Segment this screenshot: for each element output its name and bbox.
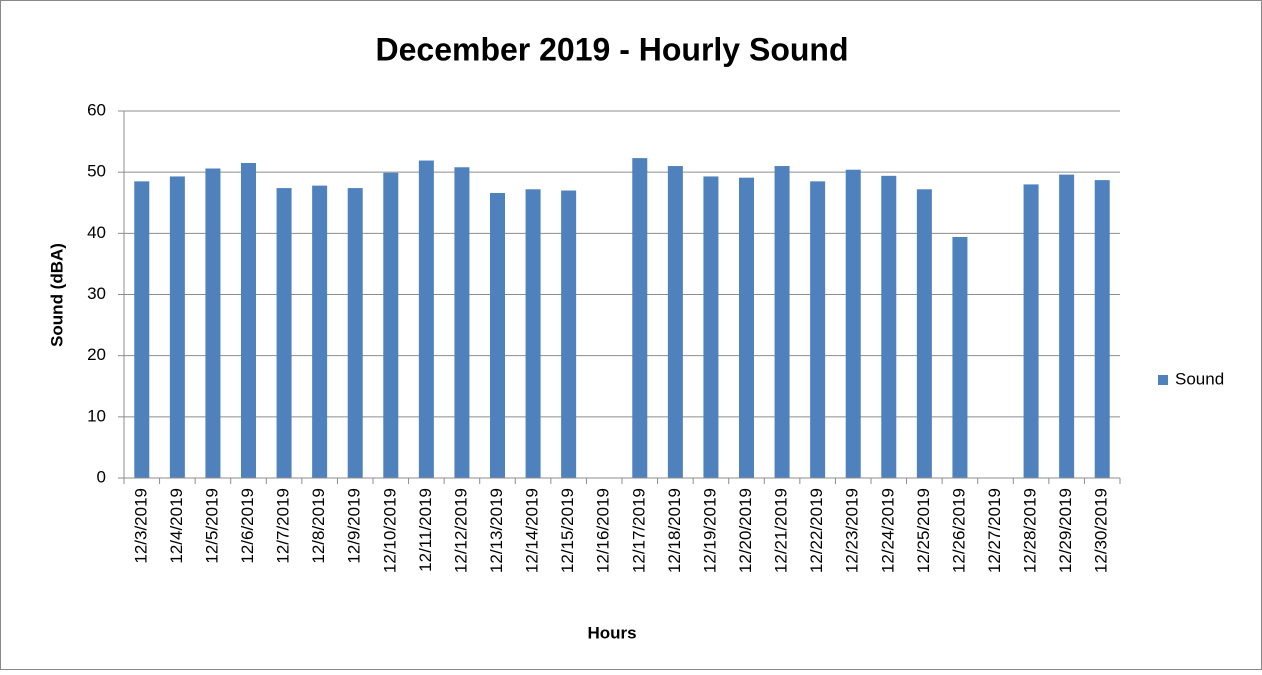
bar <box>632 158 648 478</box>
chart-title: December 2019 - Hourly Sound <box>375 31 848 67</box>
x-tick-label: 12/8/2019 <box>309 488 328 564</box>
bar <box>667 166 683 479</box>
x-tick-label: 12/11/2019 <box>416 488 435 572</box>
bar <box>241 162 256 478</box>
bar <box>205 168 221 478</box>
bar <box>881 175 897 478</box>
y-tick-label: 60 <box>87 100 106 119</box>
bar <box>1023 184 1039 478</box>
bar <box>490 192 505 479</box>
x-tick-label: 12/21/2019 <box>772 488 791 573</box>
x-tick-label: 12/6/2019 <box>238 488 257 564</box>
bar <box>276 188 292 478</box>
y-tick-label: 20 <box>87 345 106 364</box>
bar <box>525 189 541 478</box>
bar <box>703 176 719 478</box>
x-tick-label: 12/4/2019 <box>167 488 186 564</box>
x-tick-label: 12/30/2019 <box>1092 488 1111 573</box>
legend-swatch <box>1158 375 1168 385</box>
bar <box>1094 180 1110 478</box>
x-axis-label: Hours <box>587 623 636 642</box>
bar <box>1059 174 1075 478</box>
x-tick-label: 12/13/2019 <box>487 488 506 573</box>
bar <box>454 167 470 479</box>
x-tick-label: 12/20/2019 <box>736 488 755 573</box>
bar <box>134 181 150 478</box>
legend-label: Sound <box>1175 369 1224 388</box>
x-tick-label: 12/3/2019 <box>131 488 150 564</box>
x-tick-label: 12/25/2019 <box>914 488 933 573</box>
x-tick-label: 12/17/2019 <box>629 488 648 573</box>
bar <box>739 177 754 478</box>
x-tick-label: 12/23/2019 <box>843 488 862 573</box>
y-axis-label: Sound (dBA) <box>47 243 66 347</box>
x-tick-label: 12/18/2019 <box>665 488 684 573</box>
x-tick-label: 12/14/2019 <box>523 488 542 573</box>
x-tick-label: 12/22/2019 <box>807 488 826 573</box>
x-tick-label: 12/16/2019 <box>594 488 613 573</box>
bar <box>383 172 399 479</box>
bar <box>810 181 826 478</box>
x-tick-label: 12/29/2019 <box>1056 488 1075 573</box>
x-tick-label: 12/12/2019 <box>451 488 470 573</box>
bar <box>347 188 363 478</box>
x-tick-label: 12/5/2019 <box>202 488 221 564</box>
x-tick-label: 12/27/2019 <box>985 488 1004 573</box>
y-tick-label: 10 <box>87 406 106 425</box>
x-tick-label: 12/24/2019 <box>878 488 897 573</box>
bar <box>952 237 968 478</box>
x-tick-label: 12/15/2019 <box>558 488 577 573</box>
bar <box>169 176 185 478</box>
x-tick-label: 12/19/2019 <box>700 488 719 573</box>
bar <box>312 185 328 478</box>
bar <box>561 190 577 478</box>
x-tick-label: 12/28/2019 <box>1021 488 1040 573</box>
x-tick-label: 12/26/2019 <box>949 488 968 573</box>
y-tick-label: 40 <box>87 223 106 242</box>
bar <box>418 160 434 479</box>
bar <box>845 169 861 478</box>
y-tick-label: 0 <box>97 467 106 486</box>
y-tick-label: 30 <box>87 284 106 303</box>
x-tick-label: 12/7/2019 <box>274 488 293 564</box>
x-tick-label: 12/9/2019 <box>345 488 364 564</box>
y-tick-label: 50 <box>87 162 106 181</box>
bar <box>774 166 790 479</box>
x-tick-label: 12/10/2019 <box>380 488 399 573</box>
bar <box>916 189 932 478</box>
